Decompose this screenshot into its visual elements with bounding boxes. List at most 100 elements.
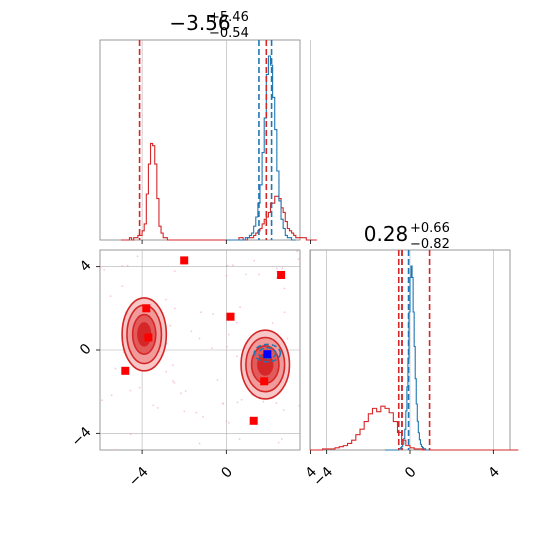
scatter-point xyxy=(136,255,139,258)
x-tick-label: −4 xyxy=(310,464,336,490)
scatter-point xyxy=(156,407,159,409)
scatter-point xyxy=(275,402,278,404)
scatter-point xyxy=(173,270,176,272)
scatter-point xyxy=(277,441,280,444)
param-1-title: −3.56 xyxy=(169,11,230,35)
scatter-point xyxy=(235,355,238,358)
scatter-point xyxy=(169,324,172,327)
scatter-point xyxy=(200,311,202,314)
red-square-marker xyxy=(144,333,153,342)
blue-contour xyxy=(253,343,282,363)
blue-histogram-param-1 xyxy=(226,55,296,241)
scatter-point xyxy=(280,438,283,440)
scatter-point xyxy=(236,401,239,404)
scatter-point xyxy=(245,273,247,276)
scatter-point xyxy=(271,322,274,324)
scatter-point xyxy=(283,287,286,290)
scatter-point xyxy=(190,330,193,333)
scatter-point xyxy=(101,399,103,402)
scatter-point xyxy=(114,448,117,451)
scatter-point xyxy=(138,386,141,389)
red-square-marker xyxy=(260,377,269,386)
scatter-point xyxy=(276,267,278,270)
scatter-point xyxy=(258,273,260,276)
scatter-point xyxy=(202,416,204,418)
y-tick-label: 4 xyxy=(77,257,95,275)
scatter-point xyxy=(238,438,241,441)
param-1-title-sup: +5.46 xyxy=(209,10,249,25)
scatter-point xyxy=(262,400,265,403)
scatter-point xyxy=(99,264,101,267)
param-2-title: 0.28 xyxy=(364,222,409,246)
scatter-point xyxy=(173,307,176,310)
bottom-right-panel: −4 0 4 xyxy=(309,249,519,490)
red-square-marker xyxy=(142,304,151,313)
scatter-point xyxy=(216,379,219,381)
scatter-point xyxy=(103,269,106,271)
blue-square-marker xyxy=(263,350,272,359)
blue-contour xyxy=(258,346,277,360)
scatter-point xyxy=(165,298,167,301)
param-2-title-sub: −0.82 xyxy=(410,237,450,252)
scatter-point xyxy=(225,420,228,422)
bottom-left-panel: −4 0 4−404 xyxy=(69,249,320,490)
x-tick-label: 4 xyxy=(485,464,503,482)
scatter-point xyxy=(239,306,242,309)
scatter-point xyxy=(121,285,124,288)
scatter-point xyxy=(225,274,228,277)
scatter-point xyxy=(114,367,117,370)
scatter-point xyxy=(184,390,187,392)
scatter-point xyxy=(222,402,225,405)
scatter-point xyxy=(297,258,300,260)
scatter-point xyxy=(296,250,298,253)
scatter-point xyxy=(282,409,285,411)
scatter-point xyxy=(198,442,201,445)
scatter-point xyxy=(99,266,102,269)
scatter-point xyxy=(198,337,201,340)
param-1-title-sub: −0.54 xyxy=(209,26,249,41)
scatter-point xyxy=(226,345,228,348)
scatter-point xyxy=(226,264,229,267)
scatter-point xyxy=(121,265,123,268)
scatter-point xyxy=(165,370,168,373)
param-1-title-main: −3.56 xyxy=(169,11,230,35)
scatter-point xyxy=(232,264,234,266)
param-2-title-sup: +0.66 xyxy=(410,221,450,236)
x-tick-label: −4 xyxy=(126,464,152,490)
red-square-marker xyxy=(249,416,258,425)
scatter-point xyxy=(283,311,286,314)
scatter-point xyxy=(275,276,278,279)
scatter-point xyxy=(240,398,243,401)
x-tick-label: 0 xyxy=(402,464,420,482)
param-2-title-main: 0.28 xyxy=(364,222,409,246)
scatter-point xyxy=(228,422,230,424)
red-square-marker xyxy=(277,271,286,279)
scatter-point xyxy=(195,411,198,414)
y-tick-label: 0 xyxy=(77,341,95,359)
scatter-point xyxy=(126,264,129,267)
scatter-point xyxy=(286,337,289,340)
blue-histogram-param-2 xyxy=(385,265,429,451)
scatter-point xyxy=(109,295,112,297)
red-square-marker xyxy=(121,366,130,375)
scatter-point xyxy=(211,347,214,350)
scatter-point xyxy=(281,267,284,270)
scatter-point xyxy=(236,321,238,324)
x-tick-label: 0 xyxy=(218,464,236,482)
scatter-point xyxy=(298,405,301,407)
scatter-point xyxy=(129,433,132,436)
scatter-point xyxy=(152,404,155,407)
scatter-point xyxy=(227,333,230,336)
scatter-point xyxy=(212,313,215,315)
scatter-point xyxy=(253,259,256,262)
top-left-panel xyxy=(99,39,317,244)
scatter-point xyxy=(183,410,186,413)
scatter-point xyxy=(129,389,132,392)
scatter-point xyxy=(110,394,113,397)
red-histogram-param-2 xyxy=(310,405,519,451)
red-square-marker xyxy=(226,312,235,321)
scatter-point xyxy=(180,392,183,395)
y-tick-label: −4 xyxy=(69,424,95,450)
scatter-point xyxy=(173,382,176,384)
